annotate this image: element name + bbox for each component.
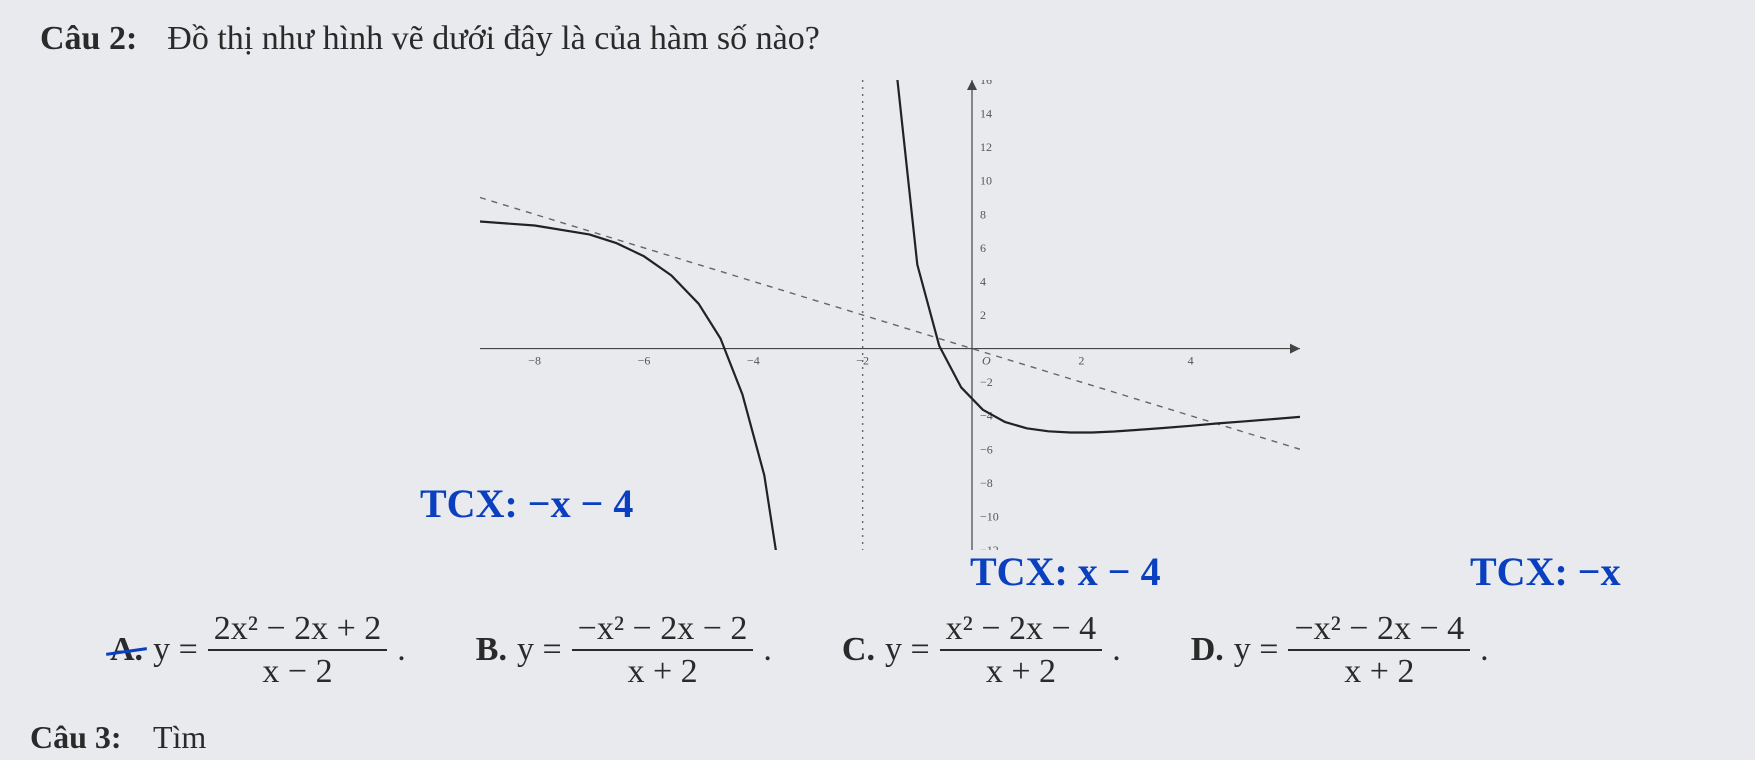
svg-text:16: 16 bbox=[980, 80, 992, 87]
next-question: Câu 3: Tìm bbox=[30, 719, 206, 756]
question-text: Đồ thị như hình vẽ dưới đây là của hàm s… bbox=[167, 20, 820, 58]
svg-text:−8: −8 bbox=[980, 476, 993, 490]
handwriting-tcx-mid: TCX: x − 4 bbox=[970, 548, 1161, 595]
question-label: Câu 2: bbox=[40, 20, 137, 58]
answer-D-numerator: −x² − 2x − 4 bbox=[1288, 610, 1470, 651]
answer-C-denominator: x + 2 bbox=[980, 651, 1062, 690]
answer-C-tail: . bbox=[1112, 631, 1121, 669]
answer-B-numerator: −x² − 2x − 2 bbox=[572, 610, 754, 651]
svg-text:−10: −10 bbox=[980, 509, 999, 523]
svg-text:−8: −8 bbox=[528, 354, 541, 368]
answer-B: B. y = −x² − 2x − 2 x + 2 . bbox=[476, 610, 772, 691]
answer-B-tail: . bbox=[763, 631, 772, 669]
answer-C: C. y = x² − 2x − 4 x + 2 . bbox=[842, 610, 1121, 691]
handwriting-tcx-left: TCX: −x − 4 bbox=[420, 480, 633, 527]
answer-A-letter: A. bbox=[110, 631, 143, 669]
svg-text:−2: −2 bbox=[980, 375, 993, 389]
handwriting-tcx-right: TCX: −x bbox=[1470, 548, 1621, 595]
answer-D-lhs: y = bbox=[1234, 631, 1279, 669]
svg-text:−6: −6 bbox=[638, 354, 651, 368]
answer-D: D. y = −x² − 2x − 4 x + 2 . bbox=[1191, 610, 1489, 691]
answer-B-fraction: −x² − 2x − 2 x + 2 bbox=[572, 610, 754, 691]
svg-text:8: 8 bbox=[980, 207, 986, 221]
answer-D-letter: D. bbox=[1191, 631, 1224, 669]
svg-text:10: 10 bbox=[980, 174, 992, 188]
svg-text:6: 6 bbox=[980, 241, 986, 255]
answer-A-denominator: x − 2 bbox=[256, 651, 338, 690]
answer-C-numerator: x² − 2x − 4 bbox=[940, 610, 1103, 651]
svg-text:−4: −4 bbox=[747, 354, 760, 368]
answer-A: A. y = 2x² − 2x + 2 x − 2 . bbox=[110, 610, 406, 691]
answer-B-lhs: y = bbox=[517, 631, 562, 669]
answer-A-tail: . bbox=[397, 631, 406, 669]
next-question-label: Câu 3: bbox=[30, 719, 122, 755]
answer-A-fraction: 2x² − 2x + 2 x − 2 bbox=[208, 610, 388, 691]
answer-C-lhs: y = bbox=[885, 631, 930, 669]
answer-A-lhs: y = bbox=[153, 631, 198, 669]
svg-text:O: O bbox=[982, 354, 991, 368]
answer-D-tail: . bbox=[1480, 631, 1489, 669]
svg-text:12: 12 bbox=[980, 140, 992, 154]
svg-text:4: 4 bbox=[980, 274, 986, 288]
answer-D-denominator: x + 2 bbox=[1338, 651, 1420, 690]
answer-C-letter: C. bbox=[842, 631, 875, 669]
svg-text:−6: −6 bbox=[980, 442, 993, 456]
svg-text:14: 14 bbox=[980, 107, 992, 121]
answer-D-fraction: −x² − 2x − 4 x + 2 bbox=[1288, 610, 1470, 691]
svg-text:4: 4 bbox=[1188, 354, 1194, 368]
answer-B-denominator: x + 2 bbox=[621, 651, 703, 690]
answer-A-numerator: 2x² − 2x + 2 bbox=[208, 610, 388, 651]
svg-text:2: 2 bbox=[1078, 354, 1084, 368]
answer-row: A. y = 2x² − 2x + 2 x − 2 . B. y = −x² −… bbox=[110, 610, 1715, 691]
svg-text:2: 2 bbox=[980, 308, 986, 322]
answer-C-fraction: x² − 2x − 4 x + 2 bbox=[940, 610, 1103, 691]
answer-B-letter: B. bbox=[476, 631, 507, 669]
next-question-text: Tìm bbox=[153, 719, 206, 755]
